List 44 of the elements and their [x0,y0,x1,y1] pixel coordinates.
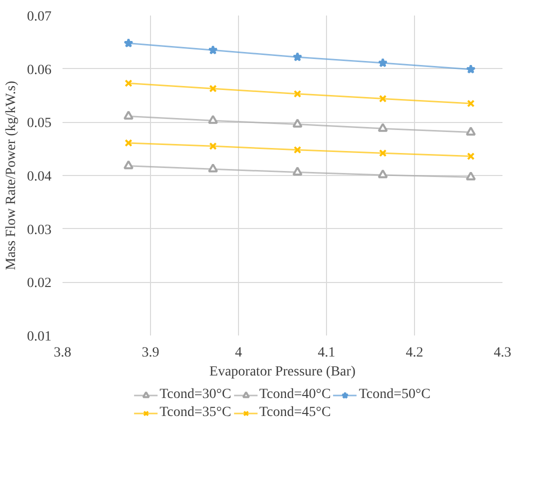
point [208,114,218,124]
legend-label: Tcond=50°C [358,387,430,403]
y-tick-label: 0.07 [27,10,52,24]
y-tick-label: 0.05 [27,116,52,132]
x-tick-label: 4.2 [406,346,424,360]
point [294,146,302,154]
point [466,171,476,180]
y-tick-label: 0.03 [27,222,52,238]
x-tick-label: 3.8 [54,346,72,360]
point [292,118,302,128]
point [208,163,218,172]
point [466,100,475,108]
y-tick-label: 0.04 [27,170,52,184]
point [378,169,388,178]
y-tick-label: 0.06 [27,62,52,78]
point [124,160,134,170]
legend-label: Tcond=45°C [259,405,331,421]
point [209,142,217,150]
x-tick-label: 4.1 [318,346,336,360]
point [292,166,302,176]
x-axis-title: Evaporator Pressure (Bar) [209,364,356,380]
x-tick-label: 4 [235,346,242,360]
point [124,38,134,48]
legend-label: Tcond=35°C [160,405,232,421]
y-tick-label: 0.01 [27,330,52,344]
point [292,52,302,62]
point [209,84,217,92]
point [294,90,302,98]
point [466,152,475,160]
point [466,126,476,136]
point [378,122,388,132]
point [124,110,134,120]
x-tick-label: 4.3 [494,346,512,360]
legend-label: Tcond=40°C [259,387,331,403]
legend-label: Tcond=30°C [160,387,232,403]
point [378,94,387,103]
point [208,45,218,54]
point [466,64,476,74]
y-axis-title: Mass Flow Rate/Power (kg/kW.s) [4,80,19,270]
point [124,139,132,147]
point [378,58,388,68]
y-tick-label: 0.02 [27,276,52,292]
point [378,149,387,157]
x-tick-label: 3.9 [142,346,160,360]
